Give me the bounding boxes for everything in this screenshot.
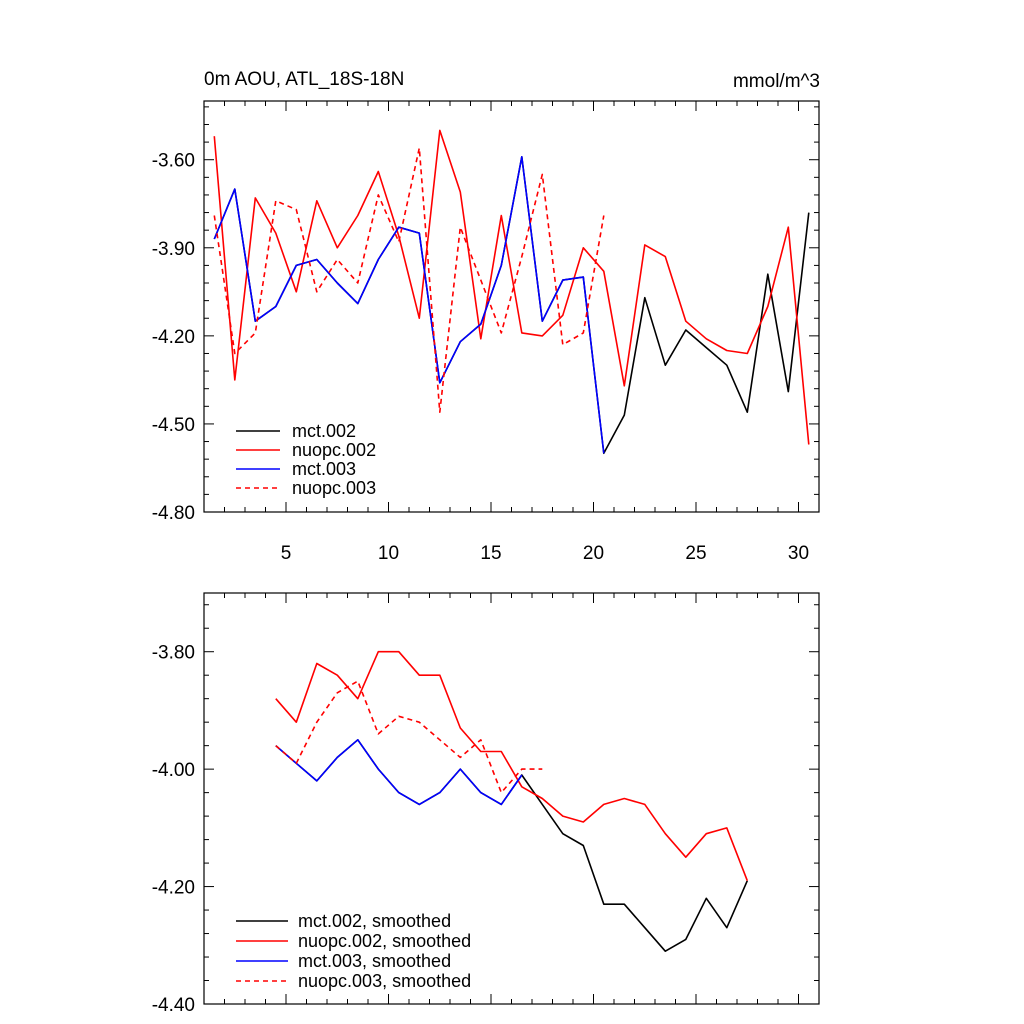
series-line xyxy=(275,738,523,806)
x-tick-label: 30 xyxy=(788,543,809,564)
plot-frame xyxy=(203,592,820,1005)
legend-label: mct.003 xyxy=(292,459,356,479)
legend-label: nuopc.003 xyxy=(292,478,376,498)
series-line xyxy=(213,147,605,414)
top-panel: 0m AOU, ATL_18S-18N mmol/m^3 -4.80-4.50-… xyxy=(152,69,820,564)
series-group xyxy=(213,129,810,455)
y-tick-label: -3.60 xyxy=(152,151,195,172)
series-line xyxy=(275,650,749,881)
legend-label: nuopc.003, smoothed xyxy=(298,971,471,991)
series-group xyxy=(275,650,749,953)
y-tick-label: -4.20 xyxy=(152,878,195,899)
y-tick-label: -4.20 xyxy=(152,327,195,348)
x-tick-label: 20 xyxy=(583,543,604,564)
y-tick-label: -4.00 xyxy=(152,760,195,781)
series-line xyxy=(213,156,605,454)
x-tick-label: 10 xyxy=(378,543,399,564)
chart-title: 0m AOU, ATL_18S-18N xyxy=(204,69,404,90)
legend-label: nuopc.002 xyxy=(292,440,376,460)
bottom-panel: -4.40-4.20-4.00-3.80 mct.002, smoothednu… xyxy=(152,592,820,1016)
legend-label: mct.003, smoothed xyxy=(298,951,451,971)
y-tick-label: -4.50 xyxy=(152,415,195,436)
x-tick-label: 15 xyxy=(480,543,501,564)
y-tick-label: -3.90 xyxy=(152,239,195,260)
x-tick-label: 25 xyxy=(685,543,706,564)
series-line xyxy=(275,680,543,794)
legend-label: nuopc.002, smoothed xyxy=(298,931,471,951)
y-tick-label: -4.40 xyxy=(152,995,195,1016)
y-tick-label: -3.80 xyxy=(152,643,195,664)
legend-label: mct.002, smoothed xyxy=(298,911,451,931)
series-line xyxy=(213,156,810,455)
series-line xyxy=(213,129,810,445)
legend-label: mct.002 xyxy=(292,421,356,441)
units-label: mmol/m^3 xyxy=(733,71,820,92)
x-tick-label: 5 xyxy=(281,543,292,564)
y-tick-label: -4.80 xyxy=(152,503,195,524)
axis-ticks: -4.80 -4.50 -4.20 -3.90 -3.60 5 10 15 20 25 30 xyxy=(152,101,820,564)
axis-ticks: -4.40 -4.20 -4.00 -3.80 xyxy=(152,593,820,1016)
